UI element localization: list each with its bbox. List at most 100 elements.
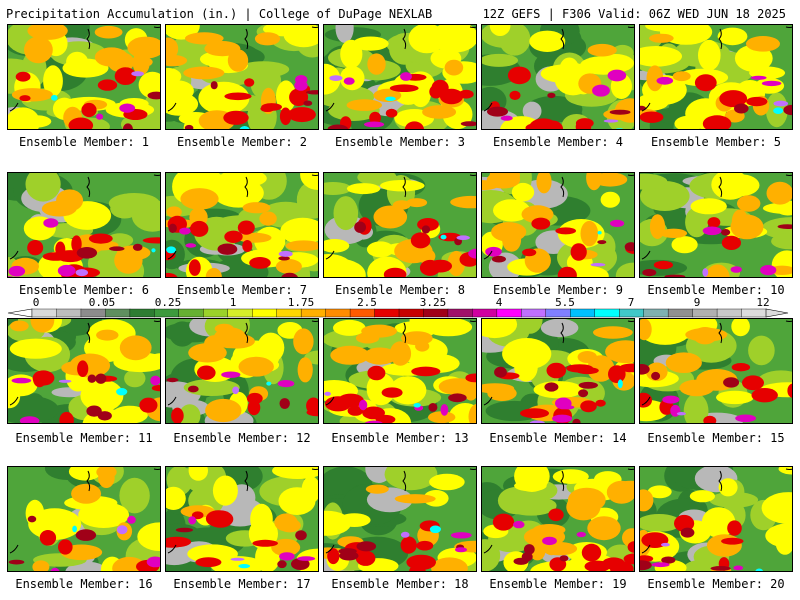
scale-swatch bbox=[56, 308, 82, 318]
precip-contour-magenta bbox=[733, 565, 744, 571]
precip-contour-yellow bbox=[716, 390, 754, 405]
precip-contour-red bbox=[411, 366, 441, 377]
precip-contour-red bbox=[188, 259, 201, 276]
precip-map-svg bbox=[8, 173, 160, 277]
ensemble-member-label: Ensemble Member: 9 bbox=[492, 283, 624, 297]
precip-contour-red bbox=[584, 560, 611, 571]
precip-contour-red bbox=[223, 110, 249, 125]
precip-map-svg bbox=[8, 319, 160, 423]
ensemble-member-map bbox=[323, 466, 477, 572]
scale-swatch bbox=[741, 308, 767, 318]
coastline bbox=[483, 250, 493, 260]
precip-contour-red bbox=[548, 508, 564, 522]
scale-swatch bbox=[423, 308, 449, 318]
coastline bbox=[627, 26, 634, 28]
ensemble-member-map bbox=[323, 172, 477, 278]
coastline bbox=[325, 250, 335, 260]
precip-map-svg bbox=[166, 173, 318, 277]
scale-swatch bbox=[398, 308, 424, 318]
precip-contour-cyan bbox=[615, 128, 624, 129]
precip-contour-red bbox=[279, 107, 292, 126]
precip-contour-orange bbox=[523, 526, 566, 548]
precip-contour-darkred bbox=[281, 272, 298, 277]
precip-contour-magenta bbox=[513, 520, 525, 529]
precip-contour-red bbox=[205, 510, 231, 527]
precip-contour-darkred bbox=[122, 123, 133, 129]
precip-contour-red bbox=[191, 511, 204, 520]
precip-contour-darkred bbox=[306, 90, 318, 95]
precip-contour-orange bbox=[242, 202, 271, 214]
precip-contour-orange bbox=[346, 99, 382, 111]
precip-contour-orange bbox=[431, 557, 468, 571]
precip-contour-orange bbox=[119, 335, 152, 361]
precip-contour-darkred bbox=[168, 223, 177, 233]
precip-contour-yellow bbox=[514, 351, 538, 382]
scale-right-arrow bbox=[765, 308, 789, 318]
coastline bbox=[641, 544, 651, 554]
precip-contour-red bbox=[623, 553, 634, 565]
precip-contour-darkred bbox=[544, 382, 559, 392]
ensemble-member-label: Ensemble Member: 14 bbox=[489, 431, 627, 445]
precip-contour-cyan bbox=[239, 126, 250, 129]
precip-contour-orange bbox=[56, 189, 84, 212]
precip-contour-lime bbox=[324, 182, 352, 195]
precip-contour-orange bbox=[330, 345, 370, 365]
precip-contour-orange bbox=[394, 494, 436, 504]
scale-tick-label: 1 bbox=[229, 296, 237, 309]
precip-contour-darkred bbox=[640, 560, 652, 571]
precip-contour-magenta bbox=[662, 395, 680, 404]
precip-contour-orange bbox=[24, 36, 53, 64]
precip-contour-cyan bbox=[266, 381, 272, 386]
precip-contour-yellow bbox=[431, 25, 476, 53]
precip-contour-darkred bbox=[187, 385, 199, 393]
precip-contour-red bbox=[197, 365, 216, 380]
precip-contour-magenta bbox=[295, 75, 308, 85]
precip-map-svg bbox=[324, 25, 476, 129]
precip-contour-yellow bbox=[482, 319, 518, 339]
precip-contour-orange bbox=[96, 329, 119, 341]
ensemble-member-label: Ensemble Member: 2 bbox=[176, 135, 308, 149]
precip-contour-orange bbox=[185, 32, 224, 45]
precip-contour-magenta bbox=[221, 371, 241, 378]
precip-contour-purple bbox=[661, 542, 670, 547]
precip-contour-red bbox=[369, 111, 381, 125]
precip-contour-magenta bbox=[277, 380, 295, 388]
precip-contour-orange bbox=[96, 467, 117, 479]
ensemble-member-label: Ensemble Member: 6 bbox=[18, 283, 150, 297]
coastline bbox=[167, 250, 177, 260]
precip-contour-yellow bbox=[25, 499, 45, 527]
scale-swatch bbox=[178, 308, 204, 318]
scale-swatch bbox=[203, 308, 229, 318]
coastline bbox=[402, 470, 407, 492]
ensemble-member-label: Ensemble Member: 3 bbox=[334, 135, 466, 149]
precip-contour-orange bbox=[592, 173, 628, 187]
ensemble-member-map bbox=[7, 466, 161, 572]
precip-contour-darkred bbox=[494, 366, 507, 378]
ensemble-member-label: Ensemble Member: 7 bbox=[176, 283, 308, 297]
precip-contour-red bbox=[139, 397, 158, 413]
precip-contour-orange bbox=[422, 105, 457, 119]
precip-contour-purple bbox=[400, 531, 410, 538]
precip-contour-yellow bbox=[731, 319, 750, 337]
scale-swatch bbox=[300, 308, 327, 318]
precip-contour-yellow bbox=[559, 57, 580, 82]
precip-contour-magenta bbox=[485, 246, 502, 257]
ensemble-member-label: Ensemble Member: 20 bbox=[647, 577, 785, 591]
precip-contour-magenta bbox=[610, 219, 625, 227]
precip-contour-red bbox=[580, 400, 597, 413]
precip-contour-orange bbox=[406, 198, 428, 208]
precip-contour-red bbox=[224, 230, 243, 243]
precip-contour-orange bbox=[706, 534, 742, 557]
scale-swatch bbox=[692, 308, 718, 318]
ensemble-member-label: Ensemble Member: 8 bbox=[334, 283, 466, 297]
precip-contour-orange bbox=[205, 268, 222, 277]
precip-contour-red bbox=[237, 220, 255, 235]
coastline bbox=[560, 322, 565, 344]
coastline bbox=[311, 468, 318, 470]
precip-contour-darkred bbox=[523, 544, 535, 555]
precip-contour-magenta bbox=[343, 77, 355, 85]
precip-contour-lime bbox=[333, 196, 359, 231]
coastline bbox=[469, 468, 476, 470]
precip-contour-orange bbox=[746, 36, 780, 52]
precip-contour-darkred bbox=[487, 106, 508, 117]
